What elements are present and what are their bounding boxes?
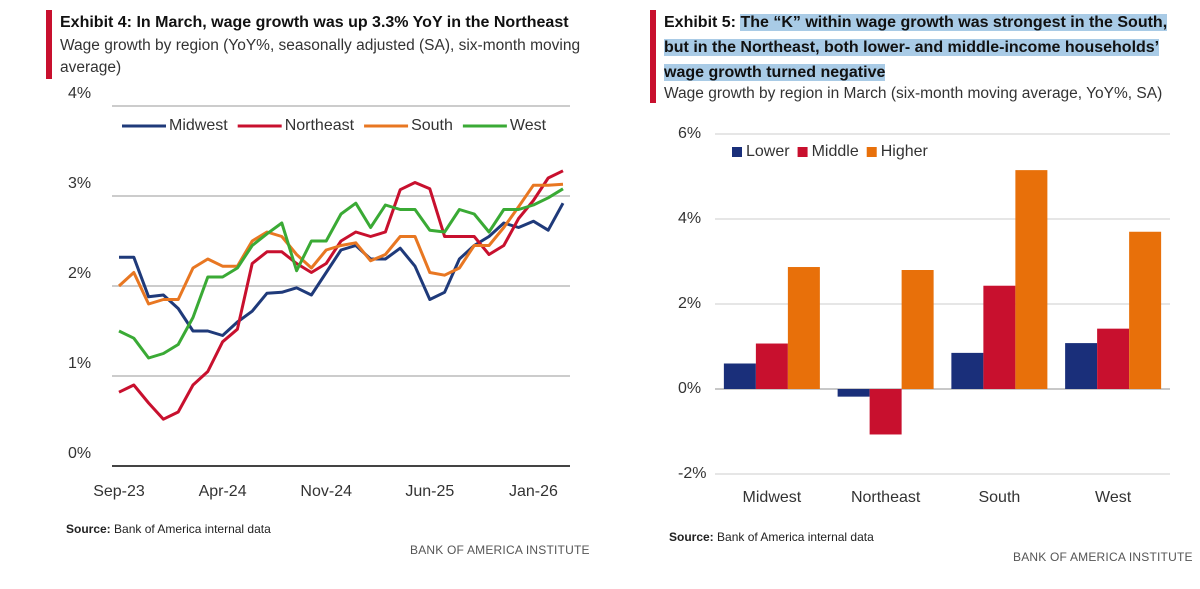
header-left: Exhibit 4: In March, wage growth was up …: [46, 10, 600, 79]
x-tick-label: South: [978, 489, 1020, 506]
legend-label: Midwest: [169, 117, 228, 134]
title: Exhibit 4: In March, wage growth was up …: [60, 10, 600, 35]
x-tick-label: Apr-24: [199, 483, 247, 500]
exhibit: Exhibit 4:: [60, 14, 133, 31]
title: Exhibit 5: The “K” within wage growth wa…: [664, 10, 1194, 85]
footer: BANK OF AMERICA INSTITUTE: [410, 543, 590, 557]
series-line: [118, 187, 564, 360]
bar: [787, 267, 820, 389]
legend-label: Higher: [881, 143, 929, 160]
legend-swatch: [866, 147, 877, 157]
source: Source: Bank of America internal data: [669, 530, 874, 544]
bar: [869, 389, 902, 435]
source-label: Source:: [669, 530, 714, 544]
chart-title: In March, wage growth was up 3.3% YoY in…: [136, 14, 569, 31]
legend-label: Lower: [746, 143, 790, 160]
source-label: Source:: [66, 522, 111, 536]
y-tick-label: 0%: [678, 380, 701, 397]
x-tick-label: Sep-23: [93, 483, 145, 500]
bar: [723, 363, 756, 389]
subtitle: Wage growth by region (YoY%, seasonally …: [60, 37, 581, 76]
legend-label: Middle: [812, 143, 859, 160]
x-tick-label: Jan-26: [509, 483, 558, 500]
x-tick-label: West: [1095, 489, 1132, 506]
bar: [951, 352, 984, 389]
subtitle: Wage growth by region in March (six-mont…: [664, 85, 1163, 102]
legend-label: South: [411, 117, 453, 134]
legend-label: West: [510, 117, 547, 134]
legend-swatch: [797, 147, 808, 157]
source-text: Bank of America internal data: [717, 530, 874, 544]
x-tick-label: Midwest: [743, 489, 802, 506]
series-line: [118, 169, 564, 421]
source: Source: Bank of America internal data: [66, 522, 271, 536]
header-right: Exhibit 5: The “K” within wage growth wa…: [650, 10, 1194, 103]
y-tick-label: 2%: [678, 295, 701, 312]
y-tick-label: 2%: [68, 265, 91, 282]
x-tick-label: Nov-24: [300, 483, 352, 500]
y-tick-label: 0%: [68, 445, 91, 462]
series-line: [117, 182, 564, 306]
footer: BANK OF AMERICA INSTITUTE: [1013, 550, 1193, 564]
y-tick-label: 4%: [68, 85, 91, 102]
legend-swatch: [732, 147, 742, 157]
bar: [755, 343, 788, 389]
y-tick-label: -2%: [678, 465, 706, 482]
x-tick-label: Northeast: [851, 489, 921, 506]
bar: [1015, 170, 1048, 389]
y-tick-label: 3%: [68, 175, 91, 192]
bar: [1065, 343, 1098, 389]
bar: [1097, 328, 1130, 389]
exhibit: Exhibit 5:: [664, 14, 737, 31]
y-tick-label: 6%: [678, 125, 701, 142]
bar: [837, 389, 870, 397]
x-tick-label: Jun-25: [405, 483, 454, 500]
bar: [901, 270, 934, 389]
series-line: [119, 202, 565, 337]
source-text: Bank of America internal data: [114, 522, 271, 536]
legend-label: Northeast: [285, 117, 355, 134]
y-tick-label: 1%: [68, 355, 91, 372]
y-tick-label: 4%: [678, 210, 701, 227]
bar: [1129, 231, 1162, 389]
bar: [983, 285, 1016, 389]
